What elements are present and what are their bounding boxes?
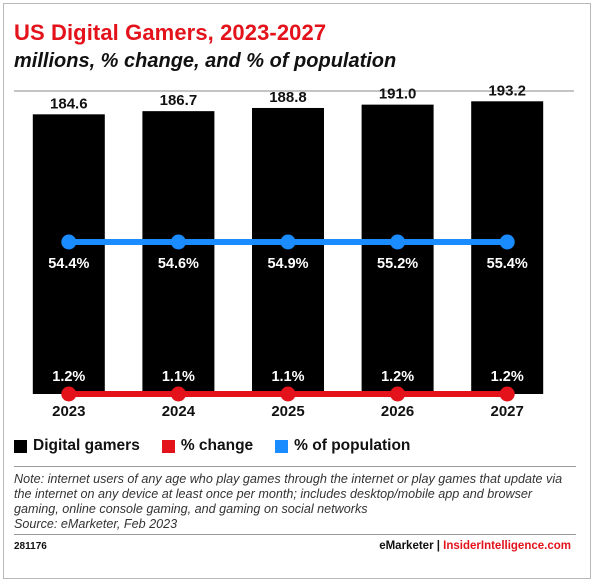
bar-label-2024: 186.7: [160, 92, 198, 109]
brand-separator: |: [436, 540, 440, 552]
legend-swatch-percent-population: [275, 439, 289, 453]
change-point-2024: [170, 386, 186, 402]
x-tick-2025: 2025: [271, 403, 304, 420]
bar-label-2025: 188.8: [269, 89, 307, 106]
bar-label-2026: 191.0: [379, 86, 417, 103]
line-series: 54.4% 54.6% 54.9% 55.2% 55.4% 1.2% 1.1% 1.1% 1.2…: [48, 234, 528, 402]
legend-label-digital-gamers: Digital gamers: [33, 437, 140, 454]
x-tick-2024: 2024: [162, 403, 196, 420]
change-point-2027: [499, 386, 515, 402]
change-label-2024: 1.1%: [162, 369, 195, 385]
population-point-2024: [170, 234, 186, 250]
bar-series: 184.6 186.7 188.8 191.0 193.2: [32, 82, 544, 395]
footer-brand: eMarketer | InsiderIntelligence.com: [379, 540, 571, 552]
change-label-2026: 1.2%: [381, 369, 414, 385]
source-text: Source: eMarketer, Feb 2023: [14, 517, 178, 531]
legend-item-percent-population: % of population: [275, 437, 410, 455]
chart-title: US Digital Gamers, 2023-2027: [14, 20, 327, 45]
bar-2025: [252, 107, 324, 394]
bar-label-2023: 184.6: [50, 95, 88, 112]
x-tick-2026: 2026: [381, 403, 414, 420]
chart-plot: 184.6 186.7 188.8 191.0 193.2 54.4% 54.6% 54.9…: [14, 82, 574, 420]
chart-subtitle: millions, % change, and % of population: [14, 50, 397, 72]
population-label-2025: 54.9%: [267, 256, 308, 272]
brand-primary: eMarketer: [379, 540, 434, 552]
population-point-2026: [390, 234, 406, 250]
bar-2024: [142, 111, 215, 394]
population-point-2025: [280, 234, 296, 250]
change-label-2023: 1.2%: [52, 369, 85, 385]
change-point-2026: [390, 386, 406, 402]
x-tick-2027: 2027: [491, 403, 524, 420]
population-point-2027: [499, 234, 515, 250]
legend-swatch-digital-gamers: [14, 439, 27, 453]
chart-id: 281176: [14, 541, 47, 552]
legend-item-digital-gamers: Digital gamers: [14, 437, 140, 455]
legend-swatch-percent-change: [161, 439, 175, 453]
legend: Digital gamers % change % of population: [14, 437, 432, 455]
footer-note: Note: internet users of any age who play…: [14, 472, 576, 532]
legend-label-percent-change: % change: [180, 437, 254, 454]
x-tick-2023: 2023: [52, 403, 85, 420]
legend-label-percent-population: % of population: [294, 437, 411, 454]
change-point-2025: [280, 386, 296, 402]
legend-item-percent-change: % change: [161, 437, 254, 455]
brand-secondary: InsiderIntelligence.com: [443, 540, 571, 552]
bar-label-2027: 193.2: [488, 82, 526, 99]
footer-bottom-divider: [14, 534, 576, 535]
population-label-2024: 54.6%: [158, 256, 199, 272]
change-label-2027: 1.2%: [491, 369, 524, 385]
population-point-2023: [61, 234, 77, 250]
bar-2023: [32, 114, 105, 395]
population-label-2027: 55.4%: [487, 256, 528, 272]
x-axis: 2023 2024 2025 2026 2027: [52, 403, 524, 420]
population-label-2023: 54.4%: [48, 256, 89, 272]
change-point-2023: [61, 386, 77, 402]
note-text: Note: internet users of any age who play…: [14, 472, 563, 516]
change-label-2025: 1.1%: [271, 369, 304, 385]
footer-divider: [14, 466, 576, 467]
population-label-2026: 55.2%: [377, 256, 418, 272]
